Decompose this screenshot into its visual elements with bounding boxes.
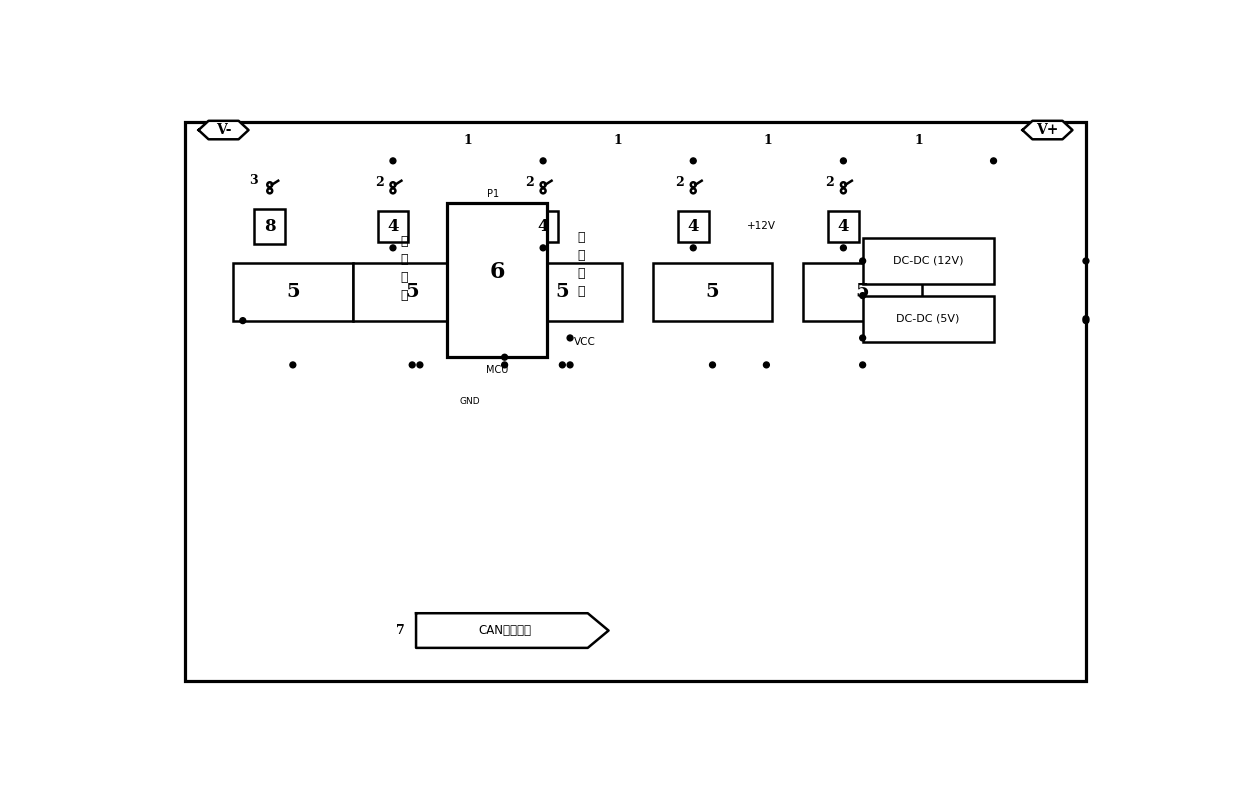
Text: 5: 5	[405, 283, 419, 301]
Circle shape	[391, 158, 396, 164]
Circle shape	[268, 182, 273, 187]
Circle shape	[391, 245, 396, 250]
Bar	[446, 204, 547, 357]
Text: P1: P1	[487, 189, 500, 200]
Circle shape	[567, 335, 573, 341]
Bar	[233, 263, 352, 320]
Bar	[528, 211, 558, 242]
Text: MCU: MCU	[486, 365, 508, 375]
Text: 1: 1	[464, 134, 472, 147]
Text: GND: GND	[460, 398, 480, 406]
Bar	[502, 263, 622, 320]
Bar	[352, 263, 472, 320]
Text: 驱
动
信
号: 驱 动 信 号	[401, 235, 408, 302]
Circle shape	[859, 293, 866, 299]
Text: 2: 2	[676, 176, 684, 189]
Circle shape	[290, 362, 296, 368]
Text: 电
压
采
集: 电 压 采 集	[578, 231, 585, 298]
Text: 3: 3	[249, 174, 258, 188]
Text: 2: 2	[374, 176, 383, 189]
Text: 5: 5	[286, 283, 300, 301]
Circle shape	[1083, 258, 1089, 264]
Text: 1: 1	[614, 134, 622, 147]
Circle shape	[991, 158, 997, 164]
Polygon shape	[198, 121, 248, 139]
Circle shape	[691, 158, 696, 164]
Circle shape	[502, 355, 507, 360]
Circle shape	[841, 188, 846, 193]
Text: 7: 7	[396, 624, 404, 637]
Circle shape	[859, 362, 866, 368]
Bar	[863, 296, 993, 342]
Bar	[254, 209, 285, 243]
Circle shape	[391, 182, 396, 187]
Circle shape	[559, 362, 565, 368]
Text: +12V: +12V	[748, 221, 776, 231]
Circle shape	[841, 158, 847, 164]
Circle shape	[1083, 316, 1089, 322]
Circle shape	[567, 362, 573, 368]
Circle shape	[691, 188, 696, 193]
Bar	[678, 211, 708, 242]
Text: DC-DC (12V): DC-DC (12V)	[893, 256, 963, 266]
Text: 4: 4	[687, 218, 699, 235]
Text: 5: 5	[856, 283, 869, 301]
Circle shape	[764, 362, 769, 368]
Text: 4: 4	[838, 218, 849, 235]
Text: 1: 1	[764, 134, 773, 147]
Text: V-: V-	[216, 123, 232, 137]
Text: VCC: VCC	[574, 337, 595, 347]
Bar	[828, 211, 859, 242]
Text: 4: 4	[387, 218, 399, 235]
Circle shape	[541, 245, 546, 250]
Circle shape	[541, 188, 546, 193]
Polygon shape	[1023, 121, 1073, 139]
Circle shape	[391, 188, 396, 193]
Circle shape	[841, 245, 847, 250]
Text: CAN通信总线: CAN通信总线	[479, 624, 532, 637]
Circle shape	[417, 362, 423, 368]
Text: 5: 5	[706, 283, 719, 301]
Circle shape	[541, 158, 546, 164]
Text: 5: 5	[556, 283, 569, 301]
Text: DC-DC (5V): DC-DC (5V)	[897, 314, 960, 324]
Circle shape	[409, 362, 415, 368]
Text: 4: 4	[537, 218, 549, 235]
Bar	[804, 263, 923, 320]
Circle shape	[859, 335, 866, 341]
Bar	[863, 238, 993, 284]
Text: 6: 6	[489, 262, 505, 284]
Text: 2: 2	[826, 176, 835, 189]
Circle shape	[691, 245, 696, 250]
Text: V+: V+	[1037, 123, 1059, 137]
Text: 1: 1	[914, 134, 923, 147]
Bar	[652, 263, 773, 320]
Text: 8: 8	[264, 218, 275, 235]
Circle shape	[691, 182, 696, 187]
Circle shape	[268, 188, 273, 193]
Circle shape	[841, 182, 846, 187]
Circle shape	[709, 362, 715, 368]
Circle shape	[541, 182, 546, 187]
Bar	[377, 211, 408, 242]
Circle shape	[239, 318, 246, 324]
Circle shape	[1083, 318, 1089, 324]
Circle shape	[502, 362, 507, 368]
Polygon shape	[417, 613, 609, 648]
Circle shape	[859, 258, 866, 264]
Text: 2: 2	[525, 176, 534, 189]
